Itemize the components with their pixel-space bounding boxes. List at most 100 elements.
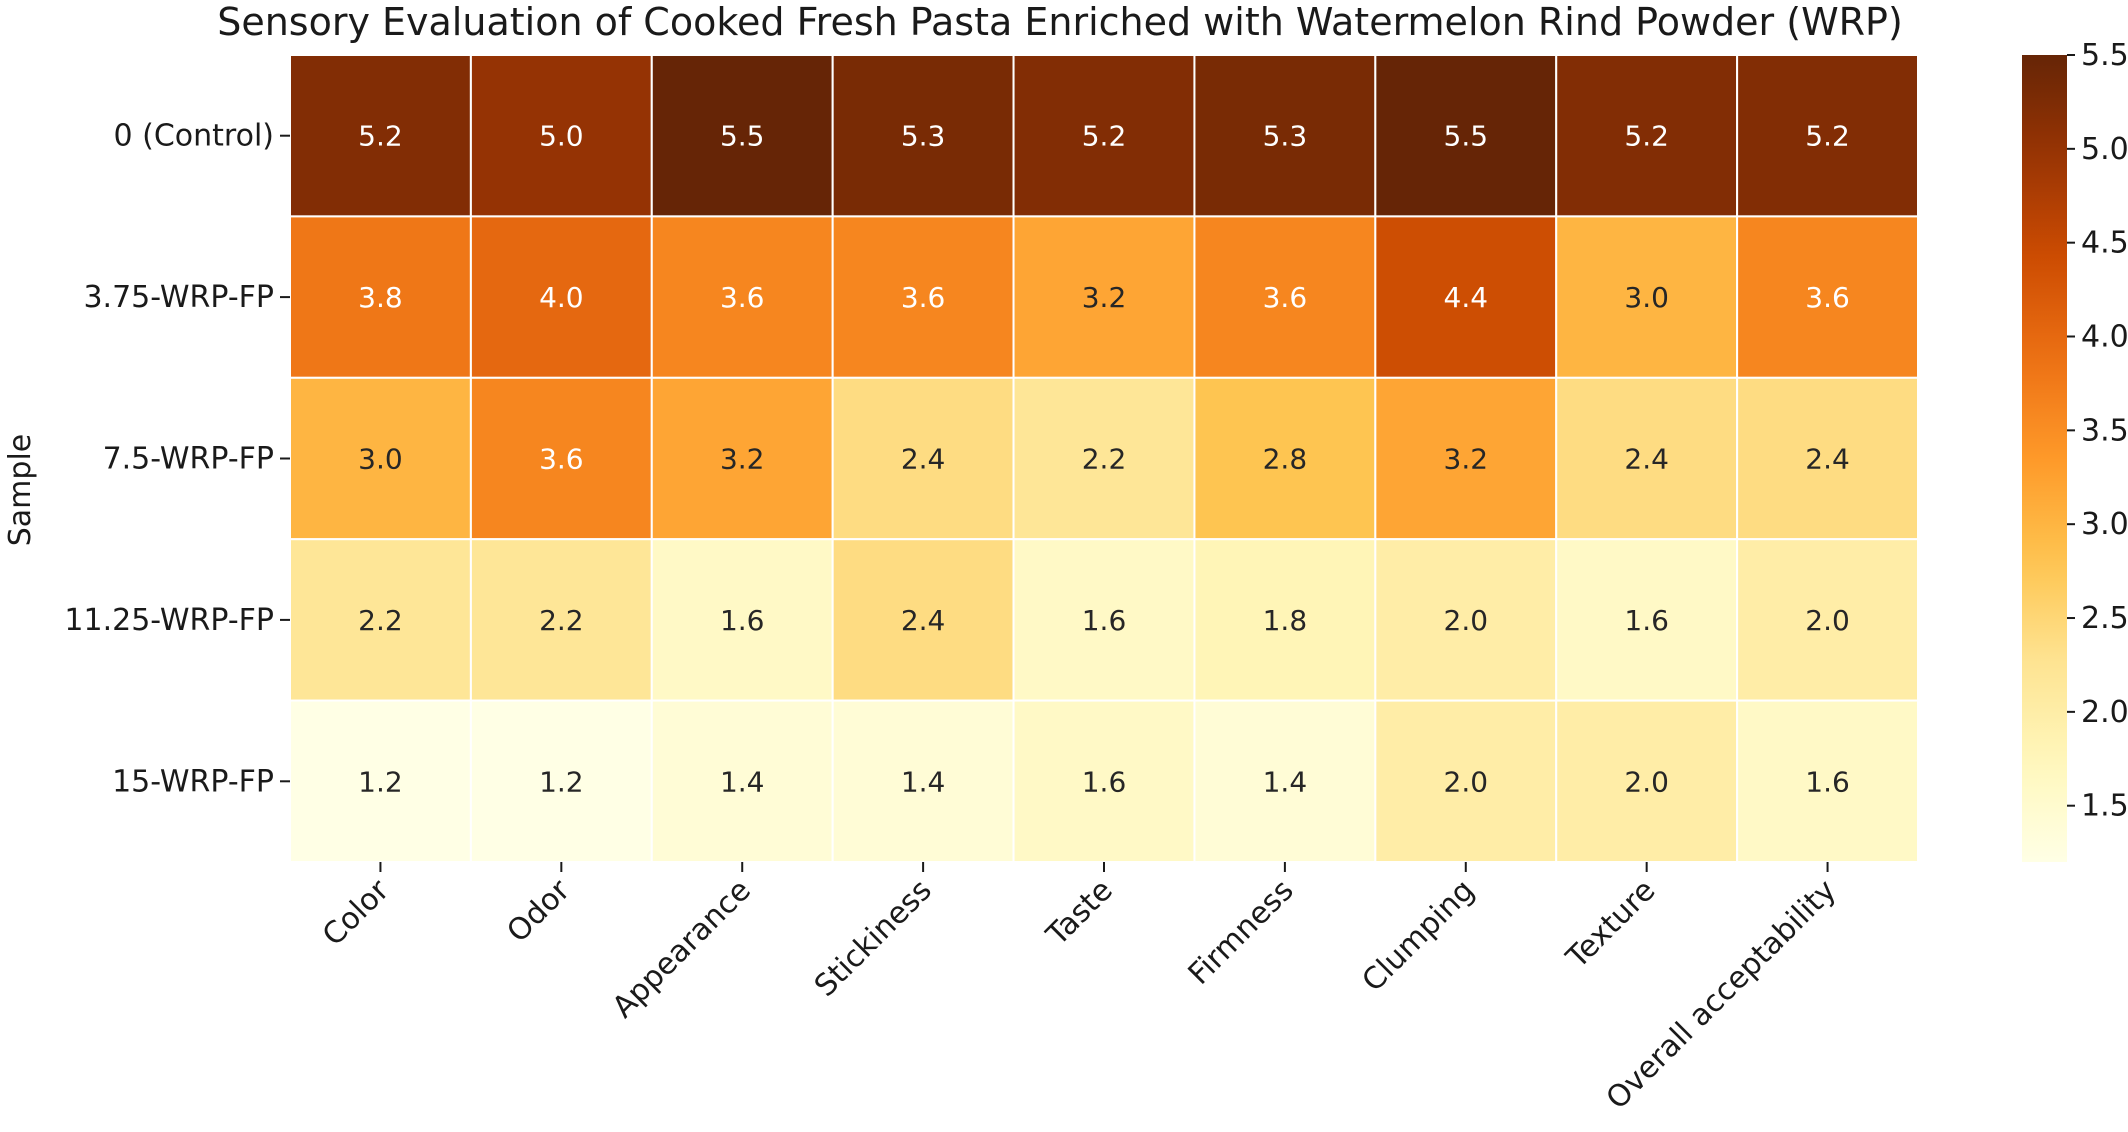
cell-value-label: 3.0 — [1624, 281, 1669, 314]
heatmap-cell — [1736, 699, 1919, 863]
heatmap-cell — [1012, 215, 1196, 379]
colorbar-gradient — [2022, 55, 2067, 862]
cell-value-label: 4.4 — [1444, 281, 1489, 314]
colorbar-tick-label: 2.5 — [2081, 601, 2128, 636]
cell-value-label: 1.4 — [901, 765, 946, 798]
heatmap-cell — [1555, 538, 1739, 702]
heatmap-cell — [831, 699, 1015, 863]
x-tick-label: Taste — [1039, 873, 1119, 953]
cell-value-label: 3.6 — [1805, 281, 1850, 314]
cell-value-label: 5.5 — [720, 120, 765, 153]
colorbar-tick-label: 3.0 — [2081, 507, 2128, 542]
cell-value-label: 3.6 — [720, 281, 765, 314]
heatmap-cell — [650, 699, 834, 863]
colorbar: 1.5 2.0 2.5 3.0 3.5 4.0 4.5 5.0 5.5 — [2022, 38, 2128, 862]
heatmap-cell — [831, 215, 1015, 379]
cell-value-label: 5.2 — [1082, 120, 1127, 153]
y-tick-labels: 0 (Control) 3.75-WRP-FP 7.5-WRP-FP 11.25-WR… — [64, 119, 290, 799]
y-tick-label: 11.25-WRP-FP — [64, 603, 274, 638]
cell-value-label: 1.6 — [720, 604, 765, 637]
x-tick-label: Clumping — [1356, 873, 1482, 999]
cell-value-label: 3.2 — [1082, 281, 1127, 314]
heatmap-cell — [1736, 538, 1919, 702]
heatmap-cell — [469, 376, 653, 541]
cell-value-label: 2.4 — [1624, 443, 1669, 476]
cell-value-label: 3.6 — [1263, 281, 1308, 314]
cell-value-label: 3.2 — [720, 443, 765, 476]
heatmap-cell — [831, 538, 1015, 702]
heatmap-cell — [1012, 376, 1196, 541]
cell-value-label: 1.2 — [539, 765, 584, 798]
cell-value-label: 2.8 — [1263, 443, 1308, 476]
cell-value-label: 5.3 — [901, 120, 946, 153]
cell-value-label: 5.3 — [1263, 120, 1308, 153]
cell-value-label: 2.2 — [1082, 443, 1127, 476]
x-tick-labels: Color Odor Appearance Stickiness Taste Firmne… — [316, 862, 1843, 1116]
cell-value-label: 2.2 — [539, 604, 584, 637]
heatmap-cell — [1736, 376, 1919, 541]
heatmap-cell — [289, 215, 472, 379]
y-tick-label: 3.75-WRP-FP — [83, 280, 274, 315]
heatmap-cell — [1193, 699, 1377, 863]
cell-value-label: 2.0 — [1444, 604, 1489, 637]
cell-value-label: 2.0 — [1805, 604, 1850, 637]
heatmap-cell — [469, 54, 653, 218]
cell-value-label: 2.4 — [901, 443, 946, 476]
cell-value-label: 1.4 — [1263, 765, 1308, 798]
colorbar-tick-label: 4.0 — [2081, 320, 2128, 355]
heatmap-cell — [469, 538, 653, 702]
chart-title: Sensory Evaluation of Cooked Fresh Pasta… — [217, 0, 1903, 44]
heatmap-cell — [1555, 215, 1739, 379]
x-tick-label: Odor — [500, 872, 577, 949]
cell-value-label: 5.2 — [358, 120, 403, 153]
colorbar-tick-label: 3.5 — [2081, 413, 2128, 448]
heatmap-cells: 5.2 5.0 5.5 5.3 5.2 5.3 5.5 5.2 5.2 3.8 4.0 3.6 3.6 3… — [289, 54, 1919, 863]
heatmap-cell — [1193, 54, 1377, 218]
cell-value-label: 3.6 — [539, 443, 584, 476]
cell-value-label: 2.0 — [1624, 765, 1669, 798]
cell-value-label: 1.8 — [1263, 604, 1308, 637]
cell-value-label: 5.0 — [539, 120, 584, 153]
colorbar-tick-label: 5.0 — [2081, 132, 2128, 167]
heatmap-cell — [831, 54, 1015, 218]
heatmap-cell — [289, 54, 472, 218]
cell-value-label: 4.0 — [539, 281, 584, 314]
heatmap-cell — [289, 699, 472, 863]
heatmap-cell — [1012, 54, 1196, 218]
heatmap-cell — [289, 376, 472, 541]
cell-value-label: 2.4 — [901, 604, 946, 637]
colorbar-tick-label: 1.5 — [2081, 789, 2128, 824]
cell-value-label: 5.2 — [1624, 120, 1669, 153]
x-tick-label: Firmness — [1182, 873, 1301, 992]
heatmap-cell — [1374, 699, 1558, 863]
heatmap-cell — [650, 376, 834, 541]
y-tick-label: 7.5-WRP-FP — [103, 442, 274, 477]
heatmap-cell — [1374, 215, 1558, 379]
cell-value-label: 1.4 — [720, 765, 765, 798]
heatmap-cell — [1555, 54, 1739, 218]
cell-value-label: 1.6 — [1805, 765, 1850, 798]
cell-value-label: 1.6 — [1082, 765, 1127, 798]
y-axis-label: Sample — [3, 434, 38, 547]
colorbar-tick-label: 5.5 — [2081, 38, 2128, 73]
y-tick-label: 0 (Control) — [114, 119, 274, 154]
colorbar-tick-label: 2.0 — [2081, 695, 2128, 730]
cell-value-label: 2.4 — [1805, 443, 1850, 476]
heatmap-cell — [650, 215, 834, 379]
cell-value-label: 5.5 — [1444, 120, 1489, 153]
cell-value-label: 3.6 — [901, 281, 946, 314]
cell-value-label: 3.0 — [358, 443, 403, 476]
cell-value-label: 1.6 — [1082, 604, 1127, 637]
cell-value-label: 1.6 — [1624, 604, 1669, 637]
heatmap-cell — [1736, 215, 1919, 379]
heatmap-cell — [831, 376, 1015, 541]
cell-value-label: 2.0 — [1444, 765, 1489, 798]
heatmap-cell — [1374, 376, 1558, 541]
heatmap-cell — [650, 54, 834, 218]
heatmap-cell — [469, 699, 653, 863]
heatmap-cell — [289, 538, 472, 702]
cell-value-label: 3.8 — [358, 281, 403, 314]
cell-value-label: 1.2 — [358, 765, 403, 798]
cell-value-label: 2.2 — [358, 604, 403, 637]
